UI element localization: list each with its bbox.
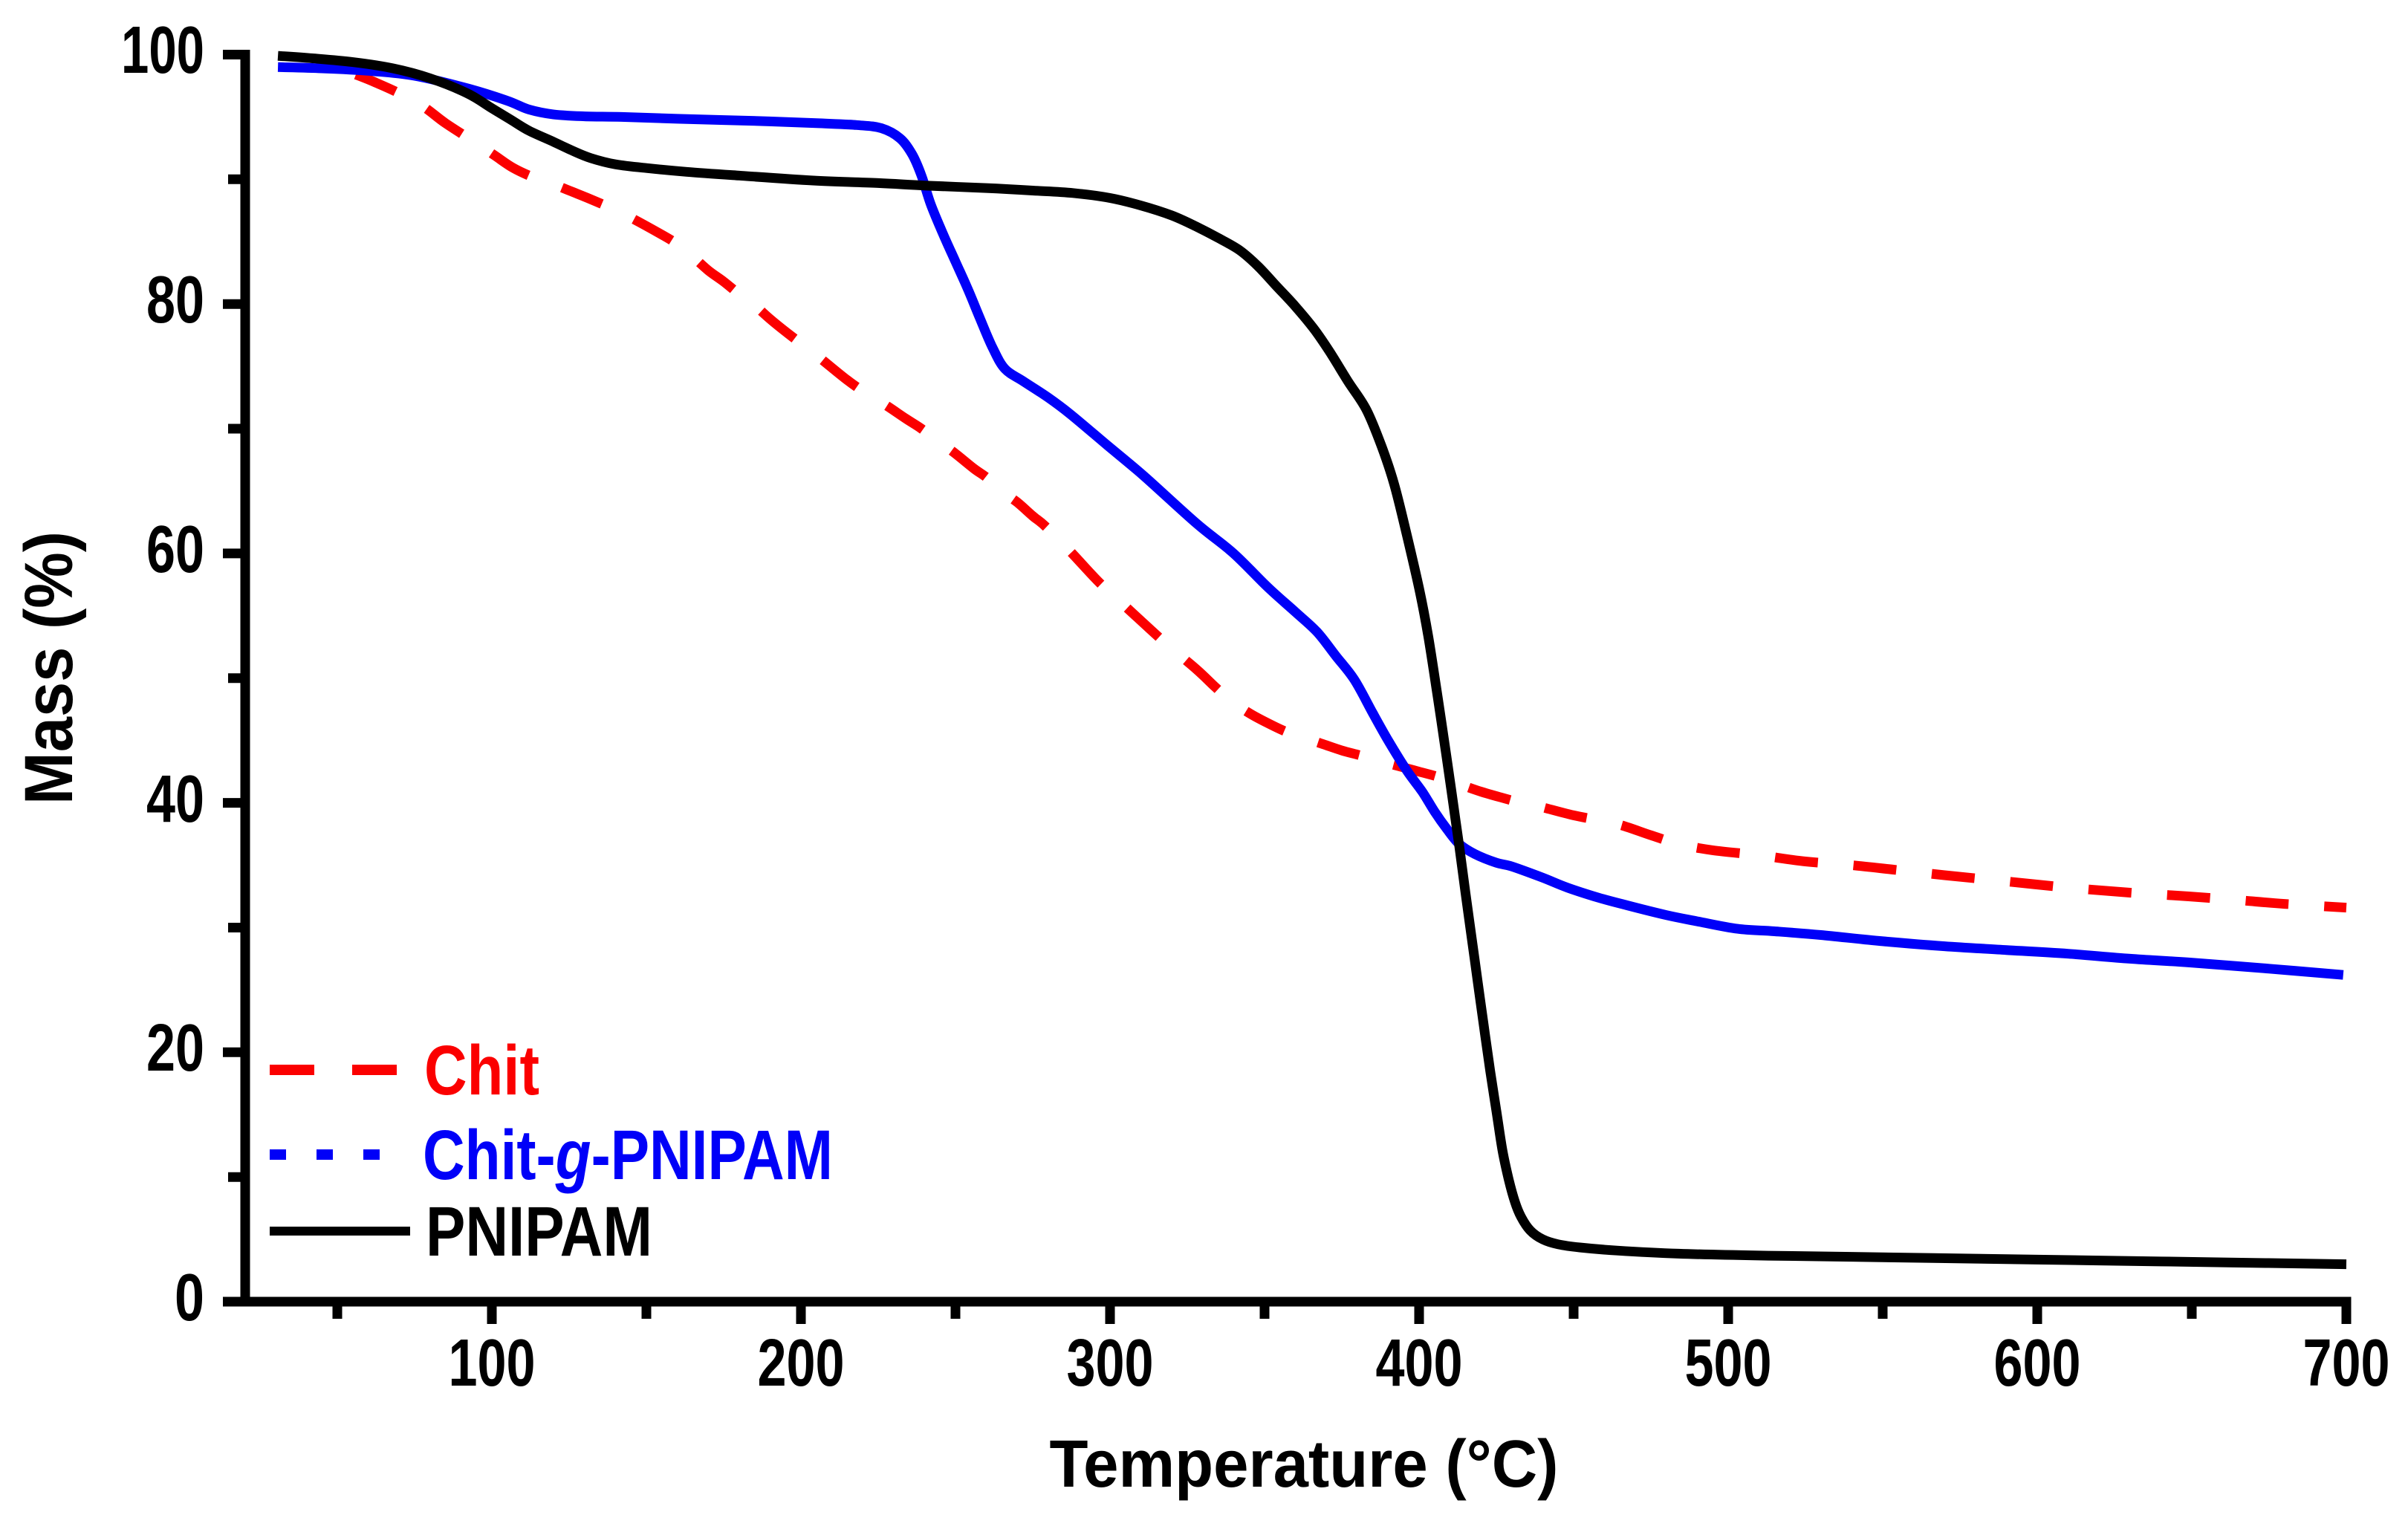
svg-text:Chit-g-PNIPAM: Chit-g-PNIPAM xyxy=(423,1116,833,1195)
svg-text:0: 0 xyxy=(175,1261,204,1335)
svg-text:600: 600 xyxy=(1994,1326,2081,1400)
svg-text:80: 80 xyxy=(146,263,204,337)
svg-text:100: 100 xyxy=(449,1326,536,1400)
svg-text:400: 400 xyxy=(1376,1326,1463,1400)
svg-text:200: 200 xyxy=(758,1326,845,1400)
svg-text:PNIPAM: PNIPAM xyxy=(426,1192,652,1271)
svg-text:300: 300 xyxy=(1067,1326,1154,1400)
svg-text:Temperature (°C): Temperature (°C) xyxy=(1050,1427,1559,1502)
svg-text:700: 700 xyxy=(2303,1326,2390,1400)
svg-text:Chit: Chit xyxy=(424,1031,539,1110)
svg-text:60: 60 xyxy=(146,513,204,587)
svg-text:40: 40 xyxy=(146,762,204,837)
svg-text:Mass (%): Mass (%) xyxy=(11,531,87,805)
svg-text:100: 100 xyxy=(121,13,204,88)
svg-text:20: 20 xyxy=(146,1011,204,1085)
svg-text:500: 500 xyxy=(1685,1326,1772,1400)
